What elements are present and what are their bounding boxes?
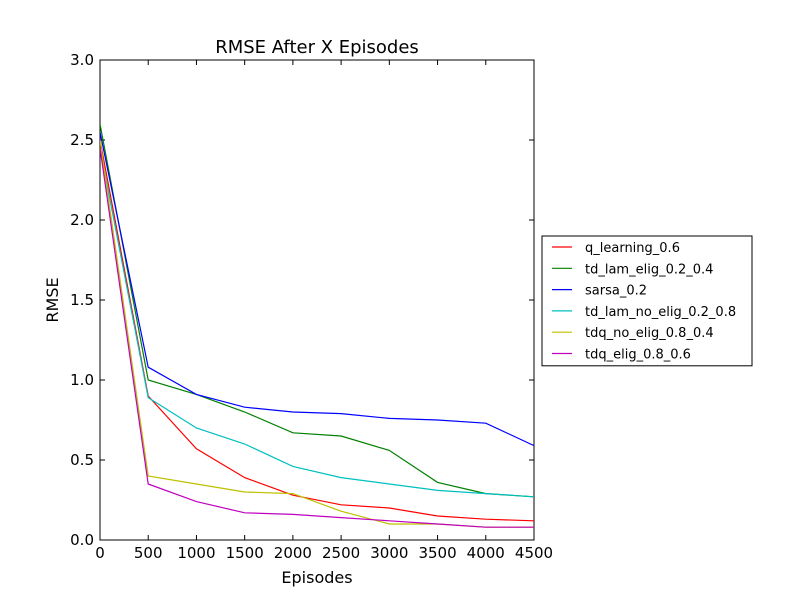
legend-label: td_lam_elig_0.2_0.4 bbox=[585, 262, 713, 277]
legend-box bbox=[541, 235, 753, 367]
series-line-sarsa-0-2 bbox=[100, 131, 534, 447]
x-tick-label: 2000 bbox=[274, 544, 312, 562]
y-tick-label: 2.0 bbox=[70, 211, 94, 229]
series-line-q-learning-0-6 bbox=[100, 139, 534, 522]
plot-frame bbox=[99, 59, 535, 541]
y-tick-label: 0.0 bbox=[70, 531, 94, 549]
legend-label: tdq_no_elig_0.8_0.4 bbox=[585, 326, 714, 341]
x-tick-label: 3000 bbox=[370, 544, 408, 562]
chart-title: RMSE After X Episodes bbox=[215, 37, 419, 58]
legend-label: td_lam_no_elig_0.2_0.8 bbox=[585, 305, 736, 320]
y-tick-label: 1.5 bbox=[70, 291, 94, 309]
legend-label: tdq_elig_0.8_0.6 bbox=[585, 348, 691, 363]
x-tick-label: 2500 bbox=[322, 544, 360, 562]
y-tick-label: 3.0 bbox=[70, 51, 94, 69]
series-line-td-lam-no-elig-0-2-0-8 bbox=[100, 147, 534, 498]
legend-label: q_learning_0.6 bbox=[585, 241, 680, 256]
x-tick-label: 1500 bbox=[226, 544, 264, 562]
legend: q_learning_0.6 td_lam_elig_0.2_0.4 sarsa_0… bbox=[541, 235, 753, 367]
plot-area: 0 500 1000 1500 2000 2500 3000 3500 4000 4500 0.0 0… bbox=[70, 51, 553, 562]
x-tick-label: 3500 bbox=[418, 544, 456, 562]
x-tick-label: 4000 bbox=[467, 544, 505, 562]
series-line-tdq-elig-0-8-0-6 bbox=[100, 147, 534, 528]
series-line-td-lam-elig-0-2-0-4 bbox=[100, 123, 534, 498]
x-axis-label: Episodes bbox=[281, 568, 352, 587]
x-tick-label: 4500 bbox=[515, 544, 553, 562]
x-tick-label: 1000 bbox=[177, 544, 215, 562]
x-tick-label: 0 bbox=[95, 544, 105, 562]
y-tick-label: 2.5 bbox=[70, 131, 94, 149]
y-axis-label: RMSE bbox=[43, 277, 62, 322]
y-tick-label: 1.0 bbox=[70, 371, 94, 389]
legend-label: sarsa_0.2 bbox=[585, 284, 647, 299]
x-tick-label: 500 bbox=[134, 544, 163, 562]
y-tick-label: 0.5 bbox=[70, 451, 94, 469]
